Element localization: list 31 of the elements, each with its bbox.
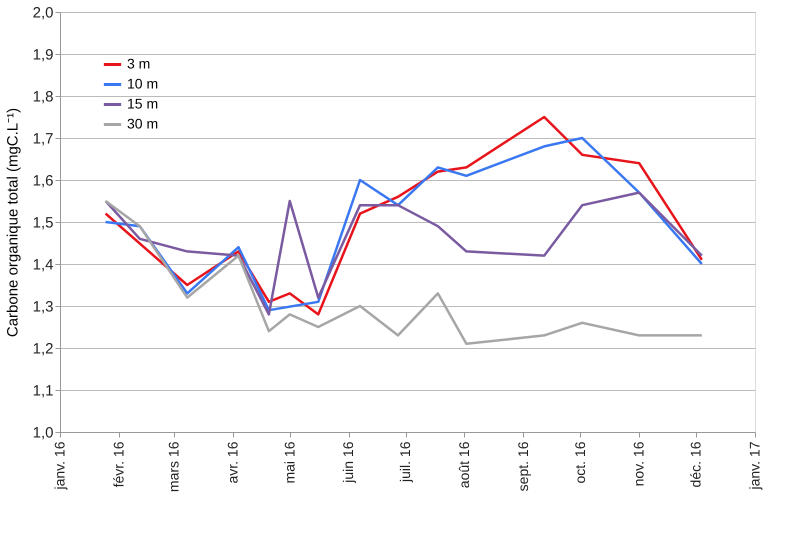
- line-series: [104, 200, 704, 346]
- y-tick-label: 1,6: [32, 172, 54, 190]
- x-tick-label: juin 16: [340, 441, 356, 484]
- y-tick-label: 1,1: [32, 382, 54, 400]
- x-tick-label: avr. 16: [224, 441, 240, 484]
- x-tick-label: janv. 17: [746, 441, 762, 490]
- legend-label: 3 m: [127, 56, 150, 72]
- y-tick-label: 1,9: [32, 46, 54, 64]
- y-axis-title: Carbone organique total (mgC.L⁻¹): [4, 108, 22, 338]
- x-tick-label: févr. 16: [110, 441, 126, 488]
- y-tick-label: 1,7: [32, 130, 54, 148]
- x-tick-label: sept. 16: [514, 441, 531, 492]
- x-tick-label: mars 16: [165, 441, 182, 492]
- y-tick-label: 1,0: [32, 424, 54, 442]
- legend-label: 10 m: [127, 76, 158, 92]
- legend-label: 30 m: [127, 116, 158, 132]
- y-tick-label: 2,0: [32, 4, 54, 22]
- y-tick-label: 1,4: [32, 256, 54, 274]
- x-tick-label: oct. 16: [572, 441, 588, 484]
- y-tick-label: 1,5: [32, 214, 54, 232]
- x-tick-label: août 16: [456, 441, 472, 488]
- x-tick-label: mai 16: [281, 441, 298, 484]
- y-tick-label: 1,2: [32, 340, 54, 358]
- line-series: [104, 191, 704, 316]
- x-tick-label: déc. 16: [688, 441, 704, 488]
- legend-label: 15 m: [127, 96, 158, 112]
- y-tick-label: 1,3: [32, 298, 54, 316]
- x-tick-label: nov. 16: [630, 441, 647, 486]
- x-tick-label: janv. 16: [52, 441, 68, 490]
- y-tick-label: 1,8: [32, 88, 54, 106]
- x-tick-label: juil. 16: [397, 441, 414, 483]
